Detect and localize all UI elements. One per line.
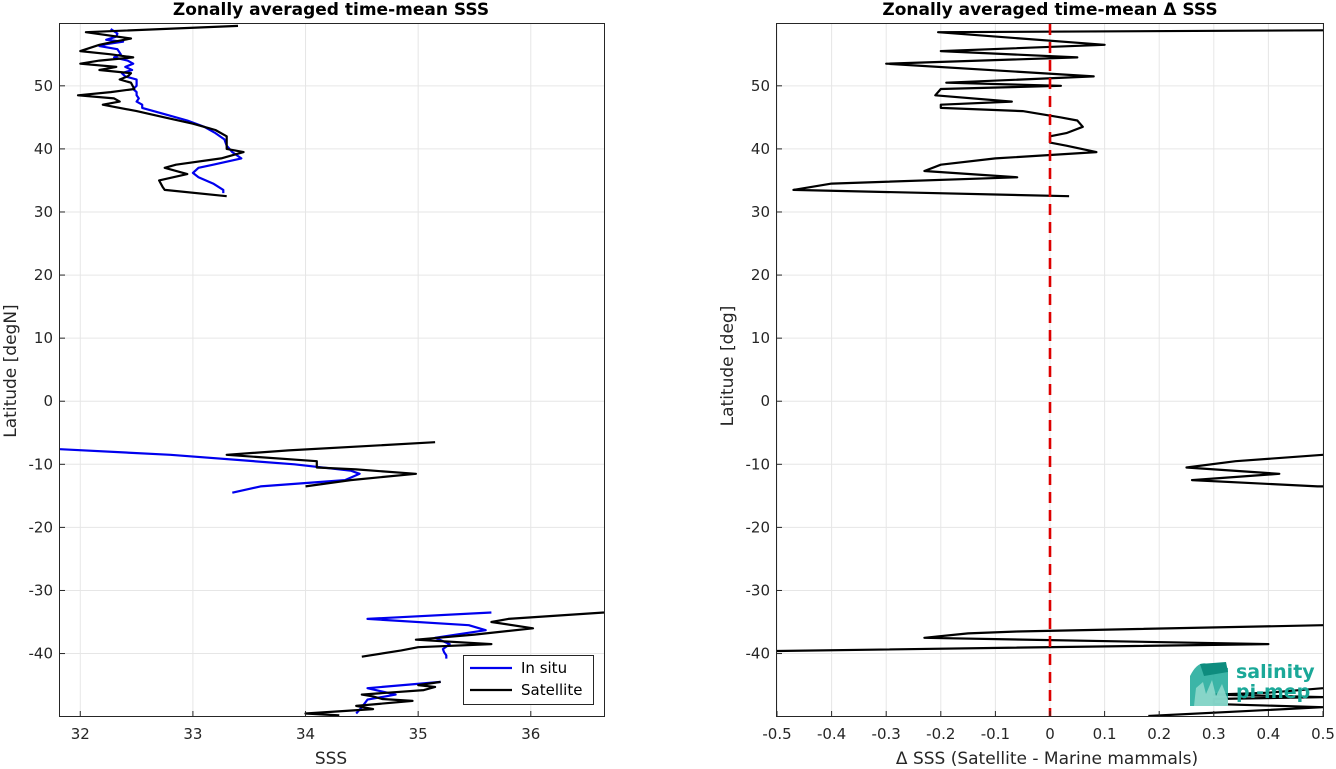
right-x-tick-label: 0.1 bbox=[1093, 725, 1117, 743]
right-x-tick-label: 0.2 bbox=[1147, 725, 1171, 743]
right-y-axis-label: Latitude [deg] bbox=[718, 306, 738, 427]
salinity-pi-mep-logo: salinity pi-mep bbox=[1190, 661, 1315, 706]
left-x-tick-label: 34 bbox=[296, 725, 315, 743]
left-grid bbox=[60, 24, 604, 716]
right-x-tick-label: 0.4 bbox=[1256, 725, 1280, 743]
left-y-ticks: -40 -30 -20 -10 0 10 20 30 40 50 bbox=[29, 77, 65, 663]
series-line-satellite-segment-0 bbox=[76, 24, 245, 198]
left-y-tick-label: 10 bbox=[34, 329, 53, 347]
right-x-tick-label: -0.1 bbox=[981, 725, 1010, 743]
series-line-delta-sss-segment-0 bbox=[792, 29, 1323, 198]
left-y-tick-label: -20 bbox=[29, 518, 54, 536]
right-chart-title: Zonally averaged time-mean Δ SSS bbox=[882, 0, 1217, 20]
right-y-tick-label: -20 bbox=[746, 518, 771, 536]
series-line-satellite-segment-2 bbox=[361, 611, 604, 658]
series-line-delta-sss-segment-2 bbox=[777, 624, 1323, 653]
left-y-tick-label: 20 bbox=[34, 266, 53, 284]
series-line-satellite-segment-3 bbox=[304, 680, 441, 716]
right-plot-area bbox=[777, 24, 1323, 716]
left-x-tick-label: 36 bbox=[521, 725, 540, 743]
left-x-axis-label: SSS bbox=[315, 749, 347, 769]
right-axes-box bbox=[776, 23, 1324, 717]
right-x-ticks: -0.5 -0.4 -0.3 -0.2 -0.1 0 0.1 0.2 0.3 0.4 0.5 bbox=[762, 711, 1335, 743]
left-y-tick-label: 50 bbox=[34, 77, 53, 95]
right-y-tick-label: 0 bbox=[760, 392, 770, 410]
right-y-tick-label: -30 bbox=[746, 581, 771, 599]
left-axes-box bbox=[59, 23, 605, 717]
right-x-tick-label: 0.3 bbox=[1202, 725, 1226, 743]
left-x-tick-label: 33 bbox=[183, 725, 202, 743]
right-x-tick-label: 0.5 bbox=[1311, 725, 1335, 743]
right-y-tick-label: 40 bbox=[751, 140, 770, 158]
right-x-tick-label: 0 bbox=[1045, 725, 1055, 743]
legend-label-satellite: Satellite bbox=[521, 681, 582, 699]
left-y-tick-label: 40 bbox=[34, 140, 53, 158]
sss-panel: Zonally averaged time-mean SSS 32 33 34 35 3… bbox=[1, 0, 605, 769]
legend-box bbox=[463, 655, 594, 705]
delta-sss-panel: Zonally averaged time-mean Δ SSS -0.5 -0.… bbox=[718, 0, 1335, 769]
left-y-axis-label: Latitude [degN] bbox=[1, 304, 21, 437]
logo-text-line2: pi-mep bbox=[1236, 681, 1310, 703]
right-y-ticks: -40 -30 -20 -10 0 10 20 30 40 50 bbox=[746, 77, 782, 663]
left-y-tick-label: -40 bbox=[29, 645, 54, 663]
left-x-ticks: 32 33 34 35 36 bbox=[71, 711, 540, 743]
left-series-lines bbox=[60, 24, 604, 716]
series-line-in-situ-segment-0 bbox=[98, 28, 243, 194]
right-y-tick-label: 50 bbox=[751, 77, 770, 95]
logo-text-line1: salinity bbox=[1236, 661, 1315, 683]
logo-wave-icon bbox=[1190, 662, 1228, 706]
series-line-in-situ-segment-1 bbox=[60, 448, 361, 494]
legend: In situ Satellite bbox=[463, 655, 594, 705]
right-y-tick-label: -10 bbox=[746, 455, 771, 473]
right-series-lines bbox=[777, 24, 1323, 716]
right-x-tick-label: -0.5 bbox=[762, 725, 791, 743]
right-x-axis-label: Δ SSS (Satellite - Marine mammals) bbox=[896, 749, 1198, 769]
series-line-in-situ-segment-3 bbox=[355, 680, 441, 715]
left-y-tick-label: 30 bbox=[34, 203, 53, 221]
left-y-tick-label: -30 bbox=[29, 581, 54, 599]
left-y-tick-label: -10 bbox=[29, 455, 54, 473]
left-chart-title: Zonally averaged time-mean SSS bbox=[173, 0, 489, 20]
left-x-tick-label: 35 bbox=[409, 725, 428, 743]
left-plot-area bbox=[60, 24, 604, 716]
series-line-satellite-segment-1 bbox=[225, 441, 436, 488]
right-x-tick-label: -0.3 bbox=[872, 725, 901, 743]
right-y-tick-label: -40 bbox=[746, 645, 771, 663]
left-x-tick-label: 32 bbox=[71, 725, 90, 743]
legend-label-in-situ: In situ bbox=[521, 659, 567, 677]
series-line-delta-sss-segment-1 bbox=[1185, 453, 1323, 488]
right-y-tick-label: 30 bbox=[751, 203, 770, 221]
right-x-tick-label: -0.4 bbox=[817, 725, 846, 743]
right-x-tick-label: -0.2 bbox=[926, 725, 955, 743]
right-y-tick-label: 20 bbox=[751, 266, 770, 284]
left-y-tick-label: 0 bbox=[43, 392, 53, 410]
series-line-delta-sss-segment-3 bbox=[1148, 687, 1323, 716]
right-y-tick-label: 10 bbox=[751, 329, 770, 347]
